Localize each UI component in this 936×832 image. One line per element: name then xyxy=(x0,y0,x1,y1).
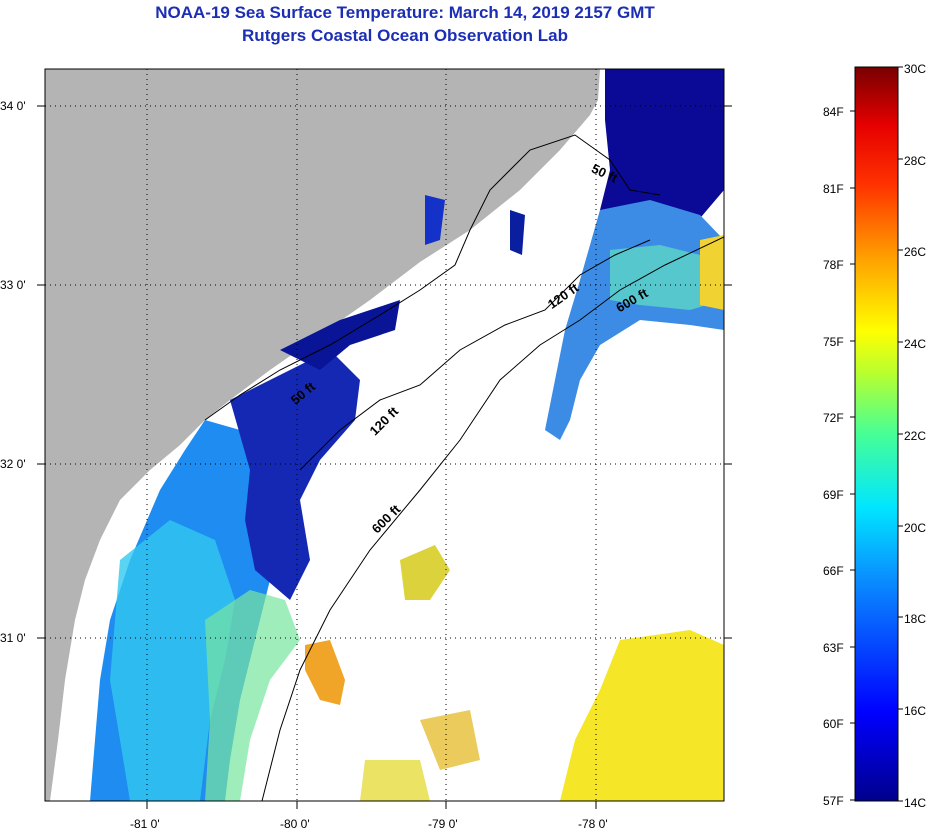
colorbar-f-66: 66F xyxy=(823,564,844,578)
lon-label-79: -79 0' xyxy=(428,817,458,831)
lat-label-34: 34 0' xyxy=(0,99,26,113)
sst-blue-patch-inner xyxy=(510,210,525,255)
colorbar-c-16: 16C xyxy=(904,704,926,718)
sst-shelf-darkblue xyxy=(230,350,360,600)
lat-label-33: 33 0' xyxy=(0,278,26,292)
colorbar-c-28: 28C xyxy=(904,154,926,168)
lon-label-78: -78 0' xyxy=(578,817,608,831)
sst-warm-scatter-1 xyxy=(400,545,450,600)
map-panel: 50 ft 120 ft 600 ft 50 ft 120 ft 600 ft xyxy=(45,69,724,801)
sst-shelf-navy xyxy=(280,300,400,370)
colorbar-f-63: 63F xyxy=(823,641,844,655)
contour-50ft-line xyxy=(204,134,661,421)
colorbar-f-60: 60F xyxy=(823,717,844,731)
lon-label-80: -80 0' xyxy=(280,817,310,831)
land-area xyxy=(45,69,600,801)
map-subtitle: Rutgers Coastal Ocean Observation Lab xyxy=(242,26,568,45)
colorbar-gradient xyxy=(854,66,899,802)
contour-600ft-line xyxy=(261,236,724,801)
graticule xyxy=(45,69,724,801)
colorbar-c-30: 30C xyxy=(904,62,926,76)
colorbar-c-22: 22C xyxy=(904,429,926,443)
colorbar-f-78: 78F xyxy=(823,258,844,272)
map-title: NOAA-19 Sea Surface Temperature: March 1… xyxy=(155,3,655,22)
lat-label-31: 31 0' xyxy=(0,631,26,645)
sst-warm-orange-patch xyxy=(305,640,345,705)
colorbar-f-84: 84F xyxy=(823,105,844,119)
sst-nearshore-cyan xyxy=(110,520,235,801)
colorbar-f-75: 75F xyxy=(823,335,844,349)
colorbar-c-20: 20C xyxy=(904,521,926,535)
lon-label-81: -81 0' xyxy=(130,817,160,831)
sst-warm-scatter-3 xyxy=(360,760,430,801)
colorbar-c-26: 26C xyxy=(904,245,926,259)
sst-gulfstream-yellow xyxy=(700,235,724,310)
contour-120ft-line xyxy=(299,239,651,471)
sst-warm-scatter-2 xyxy=(420,710,480,770)
sst-blue-patch-island xyxy=(425,195,445,245)
colorbar: 30C 28C 26C 24C 22C 20C 18C 16C 14C 84F … xyxy=(823,62,926,810)
colorbar-c-14: 14C xyxy=(904,796,926,810)
colorbar-c-18: 18C xyxy=(904,612,926,626)
sst-nearshore-green xyxy=(205,590,300,801)
axis-ticks xyxy=(37,105,732,809)
sst-warm-yellow-se xyxy=(560,630,724,801)
colorbar-f-81: 81F xyxy=(823,182,844,196)
colorbar-f-57: 57F xyxy=(823,794,844,808)
colorbar-f-69: 69F xyxy=(823,488,844,502)
sst-offshore-cyan-ne xyxy=(610,245,724,310)
colorbar-c-24: 24C xyxy=(904,337,926,351)
map-frame xyxy=(44,68,725,802)
lat-label-32: 32 0' xyxy=(0,457,26,471)
colorbar-f-72: 72F xyxy=(823,411,844,425)
